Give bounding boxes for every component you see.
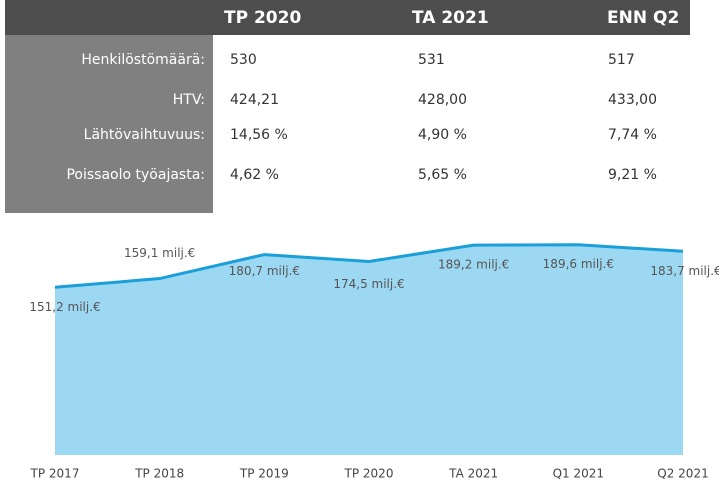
table-cell: 9,21 % [608,167,657,183]
table-cell: 530 [230,52,257,68]
table-cell: 14,56 % [230,127,288,143]
row-label-bg [5,35,213,213]
x-tick-label: TP 2020 [344,467,394,481]
x-tick-label: TP 2019 [239,467,289,481]
x-tick-label: TP 2018 [134,467,184,481]
row-label: HTV: [173,92,205,108]
table-header-bg [5,0,690,35]
area-fill [55,244,683,455]
table-cell: 428,00 [418,92,467,108]
table-cell: 4,62 % [230,167,279,183]
table-cell: 517 [608,52,635,68]
data-label: 189,6 milj.€ [543,257,614,271]
table-cell: 433,00 [608,92,657,108]
table-cell: 4,90 % [418,127,467,143]
table-cell: 5,65 % [418,167,467,183]
x-tick-label: TP 2017 [30,467,80,481]
row-label: Poissaolo työajasta: [66,167,205,183]
data-label: 183,7 milj.€ [650,264,719,278]
data-label: 180,7 milj.€ [229,264,300,278]
data-label: 159,1 milj.€ [124,246,195,260]
data-label: 174,5 milj.€ [333,277,404,291]
table-cell: 7,74 % [608,127,657,143]
row-label: Henkilöstömäärä: [81,52,205,68]
data-label: 189,2 milj.€ [438,258,509,272]
x-tick-label: Q2 2021 [657,467,708,481]
x-tick-label: Q1 2021 [553,467,604,481]
x-tick-label: TA 2021 [448,467,498,481]
table-cell: 424,21 [230,92,279,108]
column-header: TP 2020 [224,8,301,28]
column-header: ENN Q2 [607,8,679,28]
data-label: 151,2 milj.€ [29,300,100,314]
area-line [54,243,684,289]
table-cell: 531 [418,52,445,68]
column-header: TA 2021 [412,8,489,28]
row-label: Lähtövaihtuvuus: [84,127,205,143]
